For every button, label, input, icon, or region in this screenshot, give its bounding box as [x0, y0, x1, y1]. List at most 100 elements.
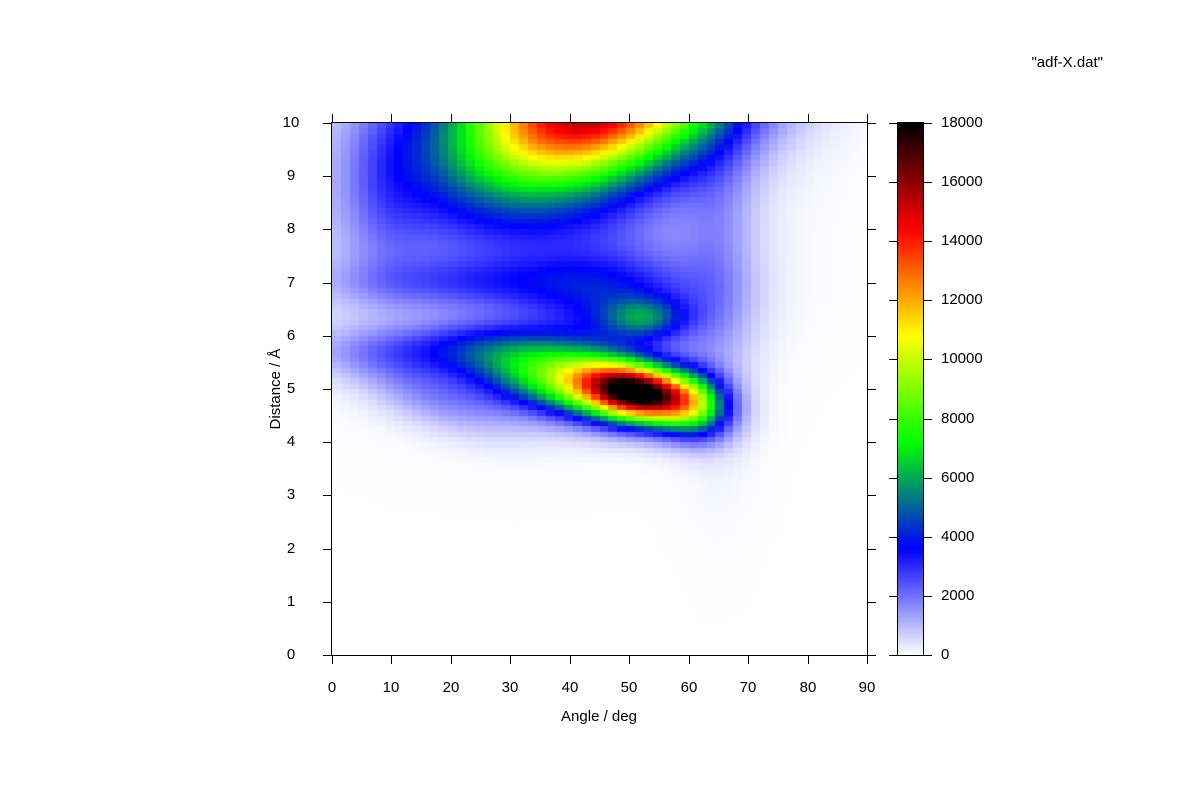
- colorbar-tick-label: 0: [941, 646, 950, 663]
- y-tick-label: 4: [286, 433, 296, 450]
- colorbar-tick-mark-left: [889, 596, 897, 597]
- colorbar-tick-mark-right: [924, 359, 932, 360]
- x-tick-mark-top: [391, 114, 392, 122]
- colorbar-tick-label: 12000: [941, 291, 983, 308]
- colorbar-tick-label: 18000: [941, 114, 983, 131]
- y-tick-mark-right: [868, 389, 876, 390]
- x-tick-label: 10: [382, 679, 400, 696]
- colorbar-tick-mark-left: [889, 478, 897, 479]
- x-tick-mark-bottom: [332, 656, 333, 664]
- y-tick-mark-right: [868, 283, 876, 284]
- colorbar-tick-mark-left: [889, 419, 897, 420]
- x-tick-mark-bottom: [748, 656, 749, 664]
- x-tick-mark-top: [570, 114, 571, 122]
- y-tick-mark-right: [868, 123, 876, 124]
- y-tick-mark-right: [868, 602, 876, 603]
- y-tick-mark-right: [868, 495, 876, 496]
- x-tick-label: 70: [739, 679, 757, 696]
- y-tick-label: 10: [282, 114, 300, 131]
- x-tick-mark-bottom: [867, 656, 868, 664]
- x-tick-mark-bottom: [570, 656, 571, 664]
- colorbar-tick-mark-left: [889, 359, 897, 360]
- colorbar-frame: [897, 122, 924, 656]
- x-tick-mark-top: [510, 114, 511, 122]
- y-tick-mark-right: [868, 176, 876, 177]
- x-tick-mark-top: [629, 114, 630, 122]
- x-tick-mark-top: [808, 114, 809, 122]
- x-tick-label: 80: [799, 679, 817, 696]
- y-tick-mark-left: [323, 495, 331, 496]
- colorbar-tick-mark-right: [924, 419, 932, 420]
- x-tick-mark-top: [451, 114, 452, 122]
- colorbar-tick-mark-left: [889, 123, 897, 124]
- y-tick-label: 3: [286, 486, 296, 503]
- y-tick-label: 2: [286, 540, 296, 557]
- colorbar-tick-mark-right: [924, 537, 932, 538]
- colorbar-tick-mark-left: [889, 241, 897, 242]
- x-tick-label: 50: [620, 679, 638, 696]
- plot-key-title: "adf-X.dat": [1031, 54, 1103, 71]
- colorbar-tick-mark-left: [889, 537, 897, 538]
- y-tick-mark-left: [323, 549, 331, 550]
- colorbar-tick-mark-right: [924, 123, 932, 124]
- x-tick-label: 40: [561, 679, 579, 696]
- colorbar-tick-label: 8000: [941, 410, 975, 427]
- x-tick-mark-top: [867, 114, 868, 122]
- y-tick-mark-left: [323, 229, 331, 230]
- x-tick-mark-top: [748, 114, 749, 122]
- colorbar-tick-mark-left: [889, 655, 897, 656]
- x-tick-mark-bottom: [451, 656, 452, 664]
- y-tick-label: 0: [286, 646, 296, 663]
- x-tick-mark-top: [689, 114, 690, 122]
- colorbar-tick-mark-right: [924, 300, 932, 301]
- x-tick-label: 90: [858, 679, 876, 696]
- colorbar-tick-label: 16000: [941, 173, 983, 190]
- colorbar-tick-mark-right: [924, 182, 932, 183]
- y-tick-mark-right: [868, 229, 876, 230]
- x-tick-label: 0: [327, 679, 337, 696]
- y-tick-mark-right: [868, 655, 876, 656]
- y-tick-mark-right: [868, 336, 876, 337]
- colorbar-tick-mark-right: [924, 655, 932, 656]
- x-tick-mark-bottom: [808, 656, 809, 664]
- x-tick-mark-bottom: [689, 656, 690, 664]
- y-tick-mark-left: [323, 655, 331, 656]
- y-tick-label: 6: [286, 327, 296, 344]
- y-tick-mark-left: [323, 602, 331, 603]
- y-tick-mark-left: [323, 336, 331, 337]
- y-tick-mark-left: [323, 176, 331, 177]
- colorbar-tick-label: 4000: [941, 528, 975, 545]
- colorbar-tick-label: 14000: [941, 232, 983, 249]
- x-tick-label: 60: [680, 679, 698, 696]
- y-tick-label: 5: [286, 380, 296, 397]
- colorbar-tick-mark-left: [889, 300, 897, 301]
- y-tick-label: 8: [286, 220, 296, 237]
- x-tick-label: 20: [442, 679, 460, 696]
- y-tick-mark-left: [323, 389, 331, 390]
- y-tick-mark-left: [323, 123, 331, 124]
- x-tick-mark-bottom: [629, 656, 630, 664]
- x-tick-mark-bottom: [391, 656, 392, 664]
- x-tick-label: 30: [501, 679, 519, 696]
- y-tick-mark-right: [868, 442, 876, 443]
- y-tick-mark-left: [323, 283, 331, 284]
- x-axis-label: Angle / deg: [561, 708, 637, 725]
- colorbar-tick-label: 10000: [941, 350, 983, 367]
- colorbar-tick-mark-right: [924, 478, 932, 479]
- y-tick-label: 7: [286, 274, 296, 291]
- colorbar-tick-label: 2000: [941, 587, 975, 604]
- y-tick-mark-right: [868, 549, 876, 550]
- y-tick-label: 9: [286, 167, 296, 184]
- heatmap-canvas: [332, 123, 867, 655]
- heatmap-plot-frame: [331, 122, 868, 656]
- x-tick-mark-bottom: [510, 656, 511, 664]
- colorbar-tick-mark-right: [924, 241, 932, 242]
- x-tick-mark-top: [332, 114, 333, 122]
- y-tick-label: 1: [286, 593, 296, 610]
- y-tick-mark-left: [323, 442, 331, 443]
- colorbar-tick-mark-left: [889, 182, 897, 183]
- colorbar-gradient: [898, 123, 923, 655]
- colorbar-tick-mark-right: [924, 596, 932, 597]
- colorbar-tick-label: 6000: [941, 469, 975, 486]
